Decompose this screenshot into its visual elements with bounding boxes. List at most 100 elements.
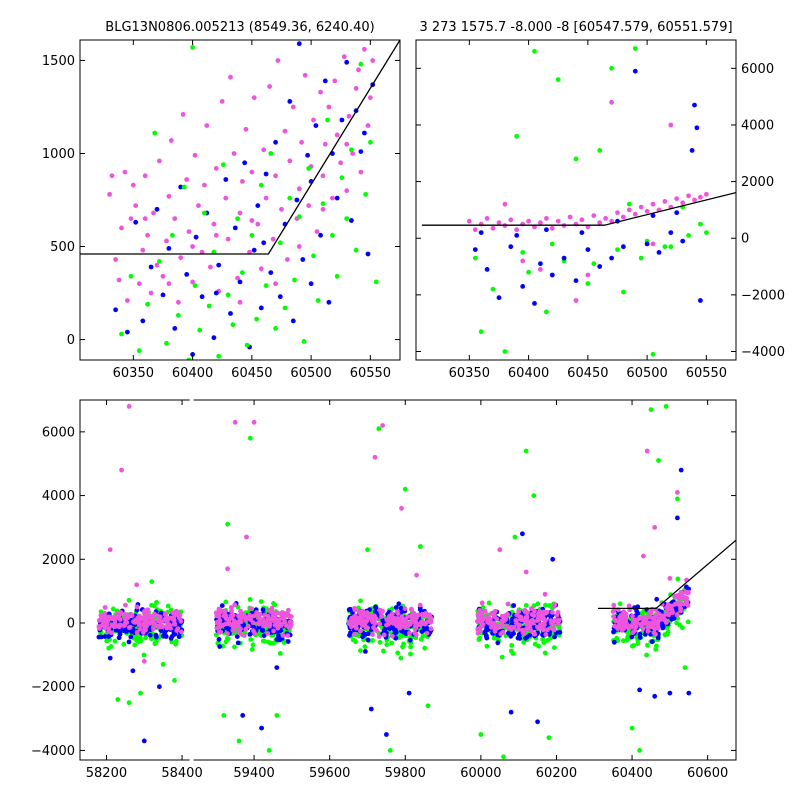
data-point-magenta [523, 569, 529, 575]
data-point-magenta [154, 262, 160, 268]
x-tick-label: 60550 [350, 366, 391, 381]
data-point-green [230, 322, 236, 328]
data-point-green [254, 316, 259, 322]
data-point-green [686, 233, 691, 238]
data-point-magenta [674, 612, 680, 618]
data-point-blue [535, 719, 540, 725]
data-point-blue [632, 68, 638, 74]
data-point-magenta [417, 602, 423, 608]
data-point-green [531, 493, 537, 498]
data-point-magenta [663, 620, 669, 625]
data-point-blue [141, 738, 147, 744]
data-point-blue [184, 272, 190, 277]
data-point-blue [285, 639, 291, 644]
data-point-magenta [142, 216, 148, 222]
x-tick-label: 59400 [233, 766, 274, 781]
data-point-magenta [288, 620, 294, 626]
data-point-blue [654, 596, 660, 602]
data-point-magenta [225, 616, 231, 622]
data-point-blue [224, 625, 229, 631]
data-point-blue [391, 627, 397, 632]
data-point-magenta [540, 612, 546, 618]
data-point-magenta [322, 141, 328, 147]
data-point-green [362, 644, 368, 649]
data-point-magenta [521, 631, 527, 637]
data-point-magenta [107, 192, 112, 197]
data-point-magenta [394, 623, 400, 629]
data-point-magenta [225, 236, 231, 242]
data-point-magenta [499, 613, 505, 619]
data-point-green [552, 645, 557, 650]
data-point-magenta [399, 505, 404, 511]
data-point-green [663, 404, 669, 409]
data-point-magenta [358, 628, 363, 634]
data-point-blue [478, 230, 484, 236]
data-point-green [370, 638, 375, 643]
data-point-green [353, 247, 359, 253]
x-tick-label: 60550 [686, 366, 727, 381]
data-point-blue [669, 616, 675, 622]
data-point-blue [344, 59, 350, 65]
data-point-green [132, 642, 138, 648]
data-point-magenta [672, 601, 678, 607]
data-point-magenta [393, 616, 399, 622]
data-point-magenta [145, 612, 151, 618]
data-point-magenta [532, 631, 538, 637]
data-point-green [211, 249, 217, 255]
data-point-magenta [122, 169, 128, 175]
data-point-green [108, 644, 114, 649]
data-point-magenta [261, 147, 267, 153]
data-point-blue [125, 329, 130, 335]
model-line [598, 539, 736, 610]
data-point-magenta [107, 547, 113, 553]
data-point-blue [698, 298, 703, 303]
data-point-magenta [352, 631, 357, 637]
data-point-magenta [377, 607, 383, 613]
data-point-blue [157, 684, 162, 690]
data-point-magenta [536, 611, 541, 617]
data-point-magenta [270, 610, 275, 616]
data-point-green [662, 244, 668, 250]
data-point-magenta [424, 630, 430, 636]
data-point-magenta [425, 619, 430, 625]
data-point-green [422, 645, 428, 651]
data-point-blue [102, 634, 108, 639]
data-point-magenta [141, 658, 147, 664]
data-point-green [287, 195, 293, 201]
data-point-magenta [529, 612, 535, 617]
data-point-green [512, 534, 518, 540]
data-point-magenta [104, 621, 110, 627]
data-point-magenta [674, 196, 680, 202]
data-point-magenta [251, 613, 257, 619]
data-point-magenta [505, 611, 510, 617]
data-point-blue [694, 125, 700, 131]
data-point-magenta [371, 625, 376, 630]
data-point-magenta [243, 126, 249, 132]
data-point-magenta [243, 626, 249, 632]
data-point-magenta [650, 201, 656, 207]
data-point-green [330, 232, 335, 238]
data-point-green [509, 643, 515, 648]
data-point-green [478, 329, 484, 335]
x-tick-label: 60450 [231, 366, 272, 381]
data-point-green [221, 713, 227, 718]
data-point-blue [213, 290, 219, 296]
data-point-magenta [413, 621, 418, 626]
data-point-magenta [265, 631, 271, 636]
data-point-magenta [164, 238, 169, 244]
data-point-magenta [411, 613, 416, 618]
data-point-magenta [550, 610, 555, 615]
data-point-magenta [678, 589, 684, 595]
data-point-magenta [653, 631, 658, 637]
data-point-magenta [285, 633, 291, 638]
y-tick-label: 500 [50, 240, 75, 255]
top-right-scatter-panel: 60350 60400 60450 60500 60550 −4000 −2000 0 2000… [415, 39, 785, 381]
y-tick-label: 0 [741, 232, 749, 247]
data-point-magenta [179, 629, 184, 635]
data-point-green [358, 61, 364, 67]
data-point-magenta [148, 290, 154, 296]
data-point-green [624, 637, 630, 643]
x-tick-label: 58200 [86, 766, 127, 781]
data-point-magenta [543, 632, 549, 637]
data-point-magenta [405, 614, 411, 619]
